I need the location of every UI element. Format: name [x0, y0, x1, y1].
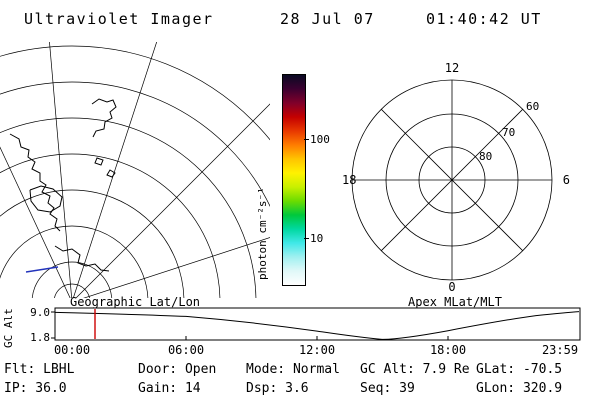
colorbar-tick-high-label: 100	[310, 133, 330, 146]
colorbar-label: photon cm⁻²s⁻¹	[256, 187, 269, 280]
mlat-label-80: 80	[479, 150, 492, 163]
map-caption: Geographic Lat/Lon	[70, 296, 200, 309]
header-time: 01:40:42 UT	[426, 10, 542, 28]
status-gain: Gain: 14	[138, 381, 201, 396]
status-door: Door: Open	[138, 362, 217, 377]
coastlines	[9, 98, 117, 272]
mlt-label-12: 12	[445, 61, 459, 75]
timeline-ytick-bottom: 1.8	[30, 331, 50, 344]
latlon-grid	[0, 42, 270, 298]
status-dsp: Dsp: 3.6	[246, 381, 309, 396]
timeline-ticks	[51, 311, 449, 340]
colorbar-tick-10	[304, 238, 309, 239]
mlt-label-18: 18	[342, 173, 356, 187]
status-glon: GLon: 320.9	[476, 381, 563, 396]
spacecraft-track	[25, 266, 59, 273]
gc-alt-timeline: Geographic Lat/Lon Apex MLat/MLT 9.0 1.8…	[30, 296, 581, 357]
timeline-ytick-top: 9.0	[30, 306, 50, 319]
mlt-label-6: 6	[563, 173, 570, 187]
status-gc-alt: GC Alt: 7.9 Re	[360, 362, 470, 377]
polar-grid	[351, 79, 553, 281]
status-seq: Seq: 39	[360, 381, 415, 396]
status-glat: GLat: -70.5	[476, 362, 563, 377]
geographic-map	[0, 42, 270, 298]
xtick-0000: 00:00	[54, 343, 90, 357]
xtick-0600: 06:00	[168, 343, 204, 357]
timeline-frame	[54, 307, 581, 341]
app-title: Ultraviolet Imager	[24, 10, 214, 28]
polar-caption: Apex MLat/MLT	[408, 296, 502, 309]
mlat-label-70: 70	[502, 126, 515, 139]
colorbar-tick-low-label: 10	[310, 232, 324, 245]
intensity-colorbar	[282, 74, 306, 286]
status-flt: Flt: LBHL	[4, 362, 75, 377]
status-ip: IP: 36.0	[4, 381, 67, 396]
xtick-1200: 12:00	[299, 343, 335, 357]
gc-alt-curve	[54, 311, 580, 340]
apex-polar-dial: 12 0 18 6 60 70 80	[342, 61, 570, 292]
xtick-1800: 18:00	[430, 343, 466, 357]
colorbar-tick-100	[304, 139, 309, 140]
mlt-label-0: 0	[448, 280, 455, 292]
status-mode: Mode: Normal	[246, 362, 340, 377]
mlat-label-60: 60	[526, 100, 539, 113]
xtick-2359: 23:59	[542, 343, 578, 357]
header-date: 28 Jul 07	[280, 10, 375, 28]
